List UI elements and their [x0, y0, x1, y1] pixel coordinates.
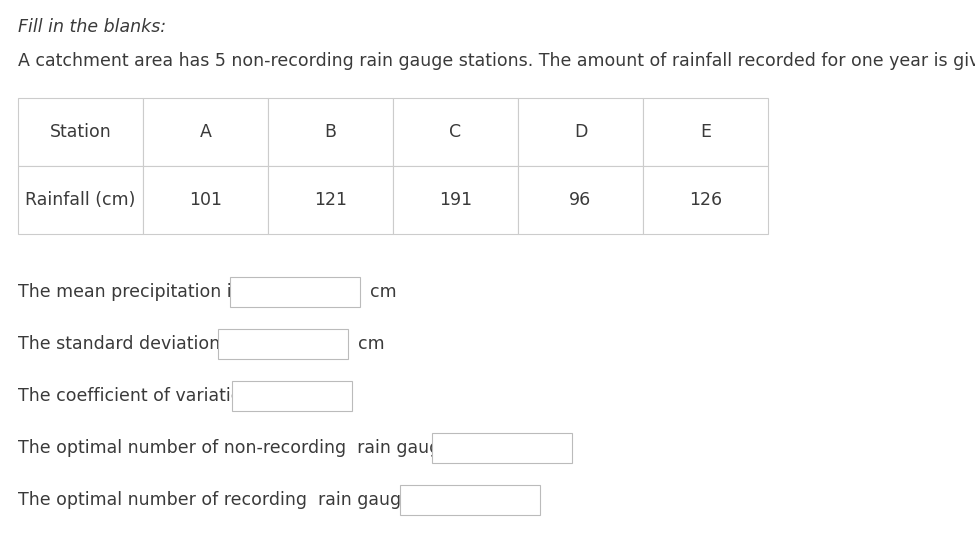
Bar [230, 277, 360, 307]
Text: The optimal number of recording  rain gauge is: The optimal number of recording rain gau… [18, 491, 432, 509]
Bar [643, 166, 768, 234]
Text: 191: 191 [439, 191, 472, 209]
Bar [643, 98, 768, 166]
Text: A catchment area has 5 non-recording rain gauge stations. The amount of rainfall: A catchment area has 5 non-recording rai… [18, 52, 975, 70]
Text: Rainfall (cm): Rainfall (cm) [25, 191, 136, 209]
Bar [518, 166, 643, 234]
Bar [268, 98, 393, 166]
Bar [18, 98, 143, 166]
Text: 126: 126 [689, 191, 722, 209]
Bar [218, 329, 348, 359]
Text: C: C [449, 123, 461, 141]
Text: 101: 101 [189, 191, 222, 209]
Bar [518, 98, 643, 166]
Text: Fill in the blanks:: Fill in the blanks: [18, 18, 166, 36]
Text: cm: cm [358, 335, 384, 353]
Bar [393, 98, 518, 166]
Text: 121: 121 [314, 191, 347, 209]
Text: 96: 96 [569, 191, 592, 209]
Text: B: B [325, 123, 336, 141]
Text: E: E [700, 123, 711, 141]
Bar [18, 166, 143, 234]
Text: cm: cm [370, 283, 397, 301]
Bar [393, 166, 518, 234]
Text: D: D [574, 123, 587, 141]
Text: A: A [200, 123, 212, 141]
Text: The mean precipitation is: The mean precipitation is [18, 283, 241, 301]
Text: Station: Station [50, 123, 111, 141]
Bar [432, 433, 572, 463]
Bar [143, 166, 268, 234]
Text: The optimal number of non-recording  rain gauge is: The optimal number of non-recording rain… [18, 439, 471, 457]
Bar [143, 98, 268, 166]
Bar [400, 485, 540, 515]
Text: The coefficient of variation is: The coefficient of variation is [18, 387, 272, 405]
Bar [232, 381, 352, 411]
Text: The standard deviation is: The standard deviation is [18, 335, 240, 353]
Bar [268, 166, 393, 234]
